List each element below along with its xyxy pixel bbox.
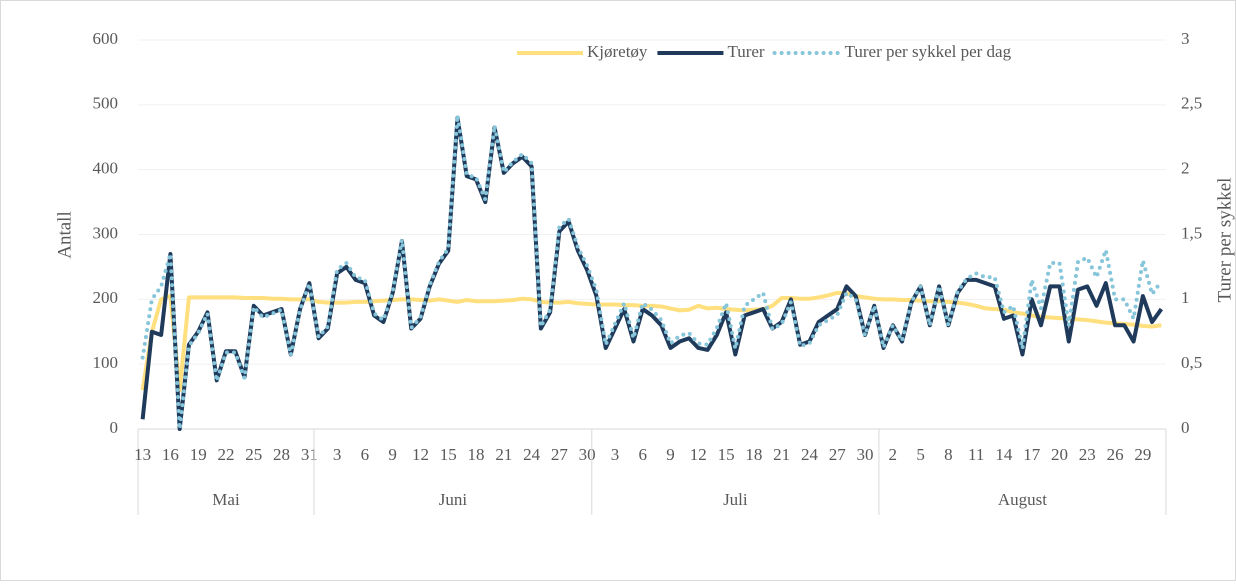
x-tick-label: 5 xyxy=(916,445,925,464)
y2-tick-label: 2 xyxy=(1181,159,1190,178)
x-tick-label: 6 xyxy=(638,445,647,464)
y2-tick-label: 0,5 xyxy=(1181,353,1202,372)
x-tick-label: 14 xyxy=(995,445,1013,464)
series-line xyxy=(140,113,1164,431)
y2-tick-label: 1,5 xyxy=(1181,223,1202,242)
y2-axis-label: Turer per sykkel xyxy=(1214,178,1235,303)
legend-label: Kjøretøy xyxy=(587,42,648,61)
x-tick-label: 25 xyxy=(245,445,262,464)
y2-tick-label: 2,5 xyxy=(1181,94,1202,113)
x-tick-label: 27 xyxy=(551,445,569,464)
y2-tick-label: 1 xyxy=(1181,288,1190,307)
x-tick-label: 13 xyxy=(134,445,151,464)
y-tick-label: 600 xyxy=(93,29,119,48)
x-tick-label: 16 xyxy=(162,445,179,464)
y-tick-label: 400 xyxy=(93,159,119,178)
x-tick-label: 28 xyxy=(273,445,290,464)
y-tick-label: 100 xyxy=(93,353,119,372)
x-tick-label: 18 xyxy=(745,445,762,464)
y-axis-label: Antall xyxy=(54,211,75,259)
legend-label: Turer xyxy=(727,42,764,61)
y-tick-label: 0 xyxy=(110,418,119,437)
x-tick-label: 15 xyxy=(718,445,735,464)
x-tick-label: 23 xyxy=(1079,445,1096,464)
x-tick-label: 19 xyxy=(190,445,207,464)
x-tick-label: 8 xyxy=(944,445,953,464)
x-tick-label: 21 xyxy=(773,445,790,464)
x-tick-label: 24 xyxy=(801,445,819,464)
x-tick-label: 11 xyxy=(968,445,984,464)
x-tick-label: 29 xyxy=(1134,445,1151,464)
x-tick-label: 24 xyxy=(523,445,541,464)
x-tick-label: 17 xyxy=(1023,445,1041,464)
legend-label: Turer per sykkel per dag xyxy=(845,42,1012,61)
x-tick-label: 30 xyxy=(579,445,596,464)
group-label: Mai xyxy=(212,490,240,509)
x-tick-label: 30 xyxy=(857,445,874,464)
x-tick-label: 12 xyxy=(412,445,429,464)
x-tick-label: 20 xyxy=(1051,445,1068,464)
x-tick-label: 3 xyxy=(611,445,620,464)
x-tick-label: 31 xyxy=(301,445,318,464)
x-tick-label: 9 xyxy=(666,445,675,464)
y2-tick-label: 0 xyxy=(1181,418,1190,437)
x-tick-label: 15 xyxy=(440,445,457,464)
x-tick-label: 21 xyxy=(495,445,512,464)
x-tick-label: 27 xyxy=(829,445,847,464)
x-tick-label: 2 xyxy=(889,445,898,464)
group-label: August xyxy=(998,490,1047,509)
x-tick-label: 22 xyxy=(217,445,234,464)
y-tick-label: 300 xyxy=(93,223,119,242)
x-tick-label: 26 xyxy=(1107,445,1124,464)
y-tick-label: 200 xyxy=(93,288,119,307)
x-tick-label: 18 xyxy=(468,445,485,464)
x-tick-label: 3 xyxy=(333,445,342,464)
group-label: Juni xyxy=(439,490,468,509)
x-tick-label: 6 xyxy=(361,445,370,464)
group-label: Juli xyxy=(723,490,748,509)
x-tick-label: 9 xyxy=(388,445,397,464)
x-tick-label: 12 xyxy=(690,445,707,464)
y-tick-label: 500 xyxy=(93,94,119,113)
y2-tick-label: 3 xyxy=(1181,29,1190,48)
